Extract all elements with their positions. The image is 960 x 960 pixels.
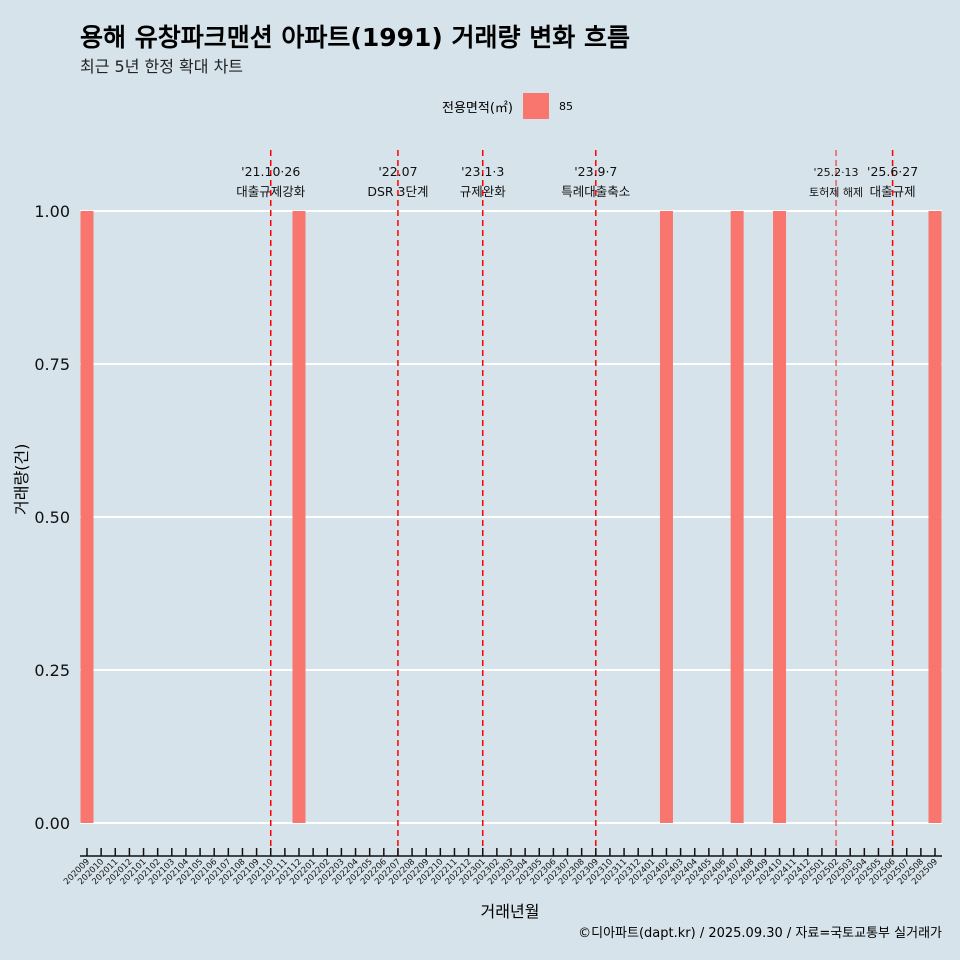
y-tick-label: 0.75 xyxy=(34,355,70,374)
event-date: '22.07 xyxy=(378,164,417,179)
y-tick-label: 0.00 xyxy=(34,814,70,833)
x-axis-label: 거래년월 xyxy=(480,902,540,921)
event-label: 특례대출축소 xyxy=(561,184,630,199)
event-label: 대출규제 xyxy=(870,184,916,199)
event-label: 대출규제강화 xyxy=(236,184,306,199)
legend-entry: 85 xyxy=(558,99,573,113)
event-date: '21.10·26 xyxy=(241,164,300,179)
y-tick-label: 1.00 xyxy=(34,202,70,221)
event-label: 토허제 해제 xyxy=(809,185,863,199)
event-label: DSR 3단계 xyxy=(367,184,428,199)
bar xyxy=(659,211,673,823)
bar xyxy=(928,211,942,823)
source-caption: ©디아파트(dapt.kr) / 2025.09.30 / 자료=국토교통부 실… xyxy=(578,926,942,941)
bar xyxy=(80,211,94,823)
event-date: '23.1·3 xyxy=(461,164,504,179)
event-date: '25.2·13 xyxy=(814,166,859,179)
event-date: '23.9·7 xyxy=(574,164,617,179)
legend-swatch xyxy=(522,93,549,119)
y-tick-label: 0.50 xyxy=(34,508,70,527)
legend: 전용면적(㎡) 85 xyxy=(442,93,573,119)
bar xyxy=(292,211,306,823)
event-date: '25.6·27 xyxy=(867,164,918,179)
bar xyxy=(730,211,744,823)
legend-title: 전용면적(㎡) xyxy=(442,100,513,116)
bar xyxy=(773,211,787,823)
chart-title: 용해 유창파크맨션 아파트(1991) 거래량 변화 흐름 xyxy=(80,23,630,52)
chart-subtitle: 최근 5년 한정 확대 차트 xyxy=(80,57,244,76)
event-label: 규제완화 xyxy=(460,184,507,199)
y-tick-label: 0.25 xyxy=(34,661,70,680)
